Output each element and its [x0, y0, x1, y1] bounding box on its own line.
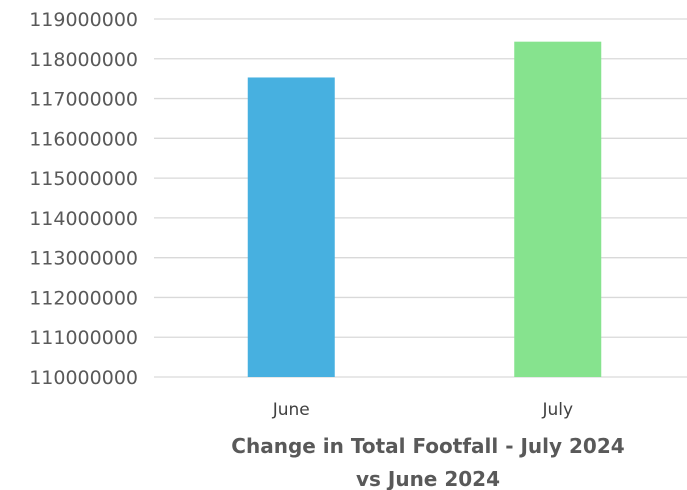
x-category-label: June	[272, 400, 310, 420]
y-tick-label: 117000000	[29, 89, 138, 111]
x-axis-categories: June July	[272, 400, 573, 420]
chart-title-line-1: Change in Total Footfall - July 2024	[231, 434, 624, 458]
y-tick-label: 111000000	[29, 327, 138, 349]
chart-title: Change in Total Footfall - July 2024 vs …	[231, 434, 624, 490]
x-category-label: July	[541, 400, 573, 420]
y-tick-label: 112000000	[29, 287, 138, 309]
y-tick-label: 115000000	[29, 168, 138, 190]
y-tick-label: 113000000	[29, 248, 138, 270]
bar-july	[514, 41, 602, 377]
y-axis-ticks: 110000000 111000000 112000000 113000000 1140…	[29, 9, 138, 389]
y-tick-label: 118000000	[29, 49, 138, 71]
y-tick-label: 114000000	[29, 208, 138, 230]
y-tick-label: 119000000	[29, 9, 138, 31]
bars	[247, 41, 602, 378]
gridlines	[154, 18, 687, 378]
chart-title-line-2: vs June 2024	[356, 467, 500, 490]
y-tick-label: 116000000	[29, 128, 138, 150]
bar-june	[247, 77, 335, 378]
y-tick-label: 110000000	[29, 367, 138, 389]
